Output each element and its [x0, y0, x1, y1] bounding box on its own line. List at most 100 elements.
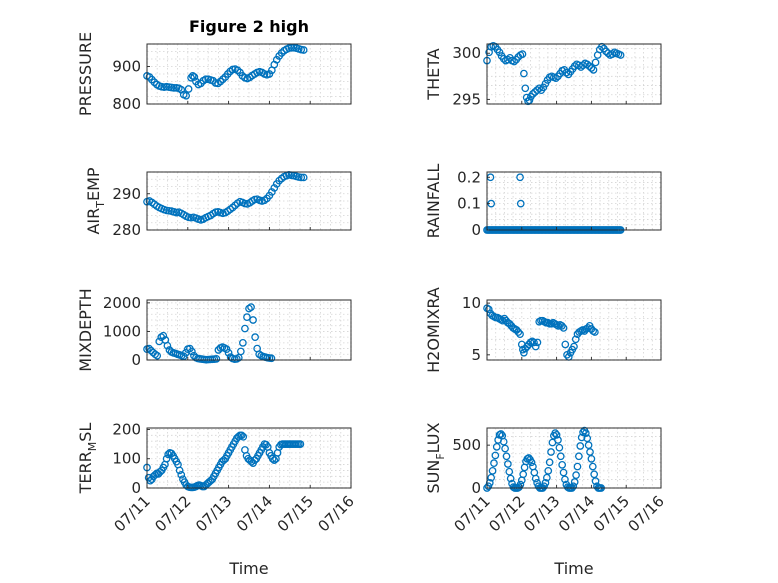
subplot-h2omixra: 5 10 H2OMIXRA	[424, 287, 662, 373]
data-point	[491, 451, 500, 460]
data-point	[571, 335, 580, 344]
y-tick-label: 200	[112, 420, 141, 438]
data-point	[519, 470, 528, 479]
data-point	[584, 441, 593, 449]
data-point	[501, 444, 509, 453]
data-point	[587, 455, 596, 463]
data-point	[170, 84, 178, 92]
y-tick-label: 290	[112, 185, 141, 203]
data-point	[499, 437, 508, 446]
data-point	[583, 434, 592, 443]
data-point	[201, 75, 210, 84]
data-point	[247, 303, 255, 311]
data-point	[490, 459, 498, 467]
data-point	[573, 462, 582, 471]
ylabel-tail: LUX	[424, 422, 443, 453]
data-point	[267, 188, 276, 196]
data-point	[518, 50, 527, 59]
data-point	[297, 173, 306, 182]
data-point	[516, 173, 524, 182]
data-point	[555, 443, 564, 452]
data-point	[243, 313, 251, 321]
data-point	[492, 443, 501, 451]
y-tick-label: 5	[471, 346, 481, 364]
data-point	[222, 345, 231, 353]
ylabel-tail: EMP	[84, 167, 103, 201]
chart-title: Figure 2 high	[189, 17, 309, 36]
axes-frame	[146, 299, 352, 361]
data-point	[531, 474, 540, 483]
subplot-pressure: 800 900 PRESSURE Figure 2 high	[76, 17, 352, 116]
y-axis-label: PRESSURE	[76, 32, 95, 116]
data-point	[533, 338, 542, 347]
data-point	[572, 471, 580, 479]
data-point	[531, 342, 540, 351]
y-tick-label: 100	[112, 450, 141, 468]
data-point	[561, 340, 570, 349]
data-point	[236, 347, 245, 356]
data-point	[589, 65, 598, 74]
y-tick-label: 10	[462, 294, 481, 312]
data-point	[581, 429, 590, 437]
y-axis-label: TERRMSL	[76, 423, 99, 495]
data-point	[495, 48, 504, 57]
data-point	[184, 85, 193, 93]
data-point	[484, 305, 493, 314]
data-point	[521, 84, 530, 93]
data-point	[570, 478, 579, 486]
data-point	[587, 64, 596, 72]
axes-frame	[486, 43, 662, 105]
data-point	[562, 68, 571, 77]
x-axis-label: Time	[553, 559, 593, 578]
subplot-theta: 295 300 THETA	[424, 41, 662, 108]
data-point	[527, 458, 536, 467]
x-axis-label: Time	[228, 559, 268, 578]
y-tick-label: 2000	[103, 294, 141, 312]
axes-frame	[146, 171, 352, 231]
y-axis-label: H2OMIXRA	[424, 287, 443, 373]
data-point	[535, 84, 544, 93]
y-tick-label: 0	[131, 351, 141, 369]
data-point	[577, 433, 586, 442]
y-tick-label: 900	[112, 58, 141, 76]
data-point	[504, 460, 512, 468]
data-point	[506, 474, 515, 483]
y-tick-label: 0	[471, 479, 481, 497]
data-point	[270, 456, 279, 465]
data-point	[570, 342, 578, 351]
data-point	[175, 466, 184, 475]
data-point	[543, 473, 551, 482]
data-point	[182, 91, 191, 100]
data-point	[554, 436, 562, 444]
data-point	[267, 354, 276, 363]
data-point	[188, 72, 197, 80]
data-point	[212, 355, 221, 363]
data-point	[505, 467, 514, 476]
data-point	[559, 468, 568, 477]
data-point	[164, 450, 173, 459]
ylabel-subscript: M	[86, 442, 99, 452]
data-point	[488, 467, 497, 475]
y-axis-label: SUNFLUX	[424, 422, 447, 493]
data-point	[239, 432, 248, 441]
data-point	[547, 448, 555, 456]
axes-frame	[486, 171, 662, 231]
data-point	[145, 344, 153, 353]
data-point	[159, 331, 168, 340]
data-point	[177, 470, 186, 479]
data-point	[187, 73, 195, 82]
data-point	[237, 431, 246, 440]
subplot-grid: 800 900 PRESSURE Figure 2 high 295 300 THETA 28…	[76, 17, 668, 578]
data-point	[270, 184, 279, 192]
y-axis-label: RAINFALL	[424, 164, 443, 239]
data-point	[533, 86, 541, 95]
y-axis-label: AIRTEMP	[84, 167, 107, 234]
data-point	[557, 322, 566, 330]
data-point	[586, 448, 594, 456]
y-tick-label: 800	[112, 95, 141, 113]
y-tick-label: 300	[452, 44, 481, 62]
ylabel-subscript: F	[434, 453, 447, 459]
data-point	[188, 347, 196, 356]
data-point	[497, 430, 505, 438]
